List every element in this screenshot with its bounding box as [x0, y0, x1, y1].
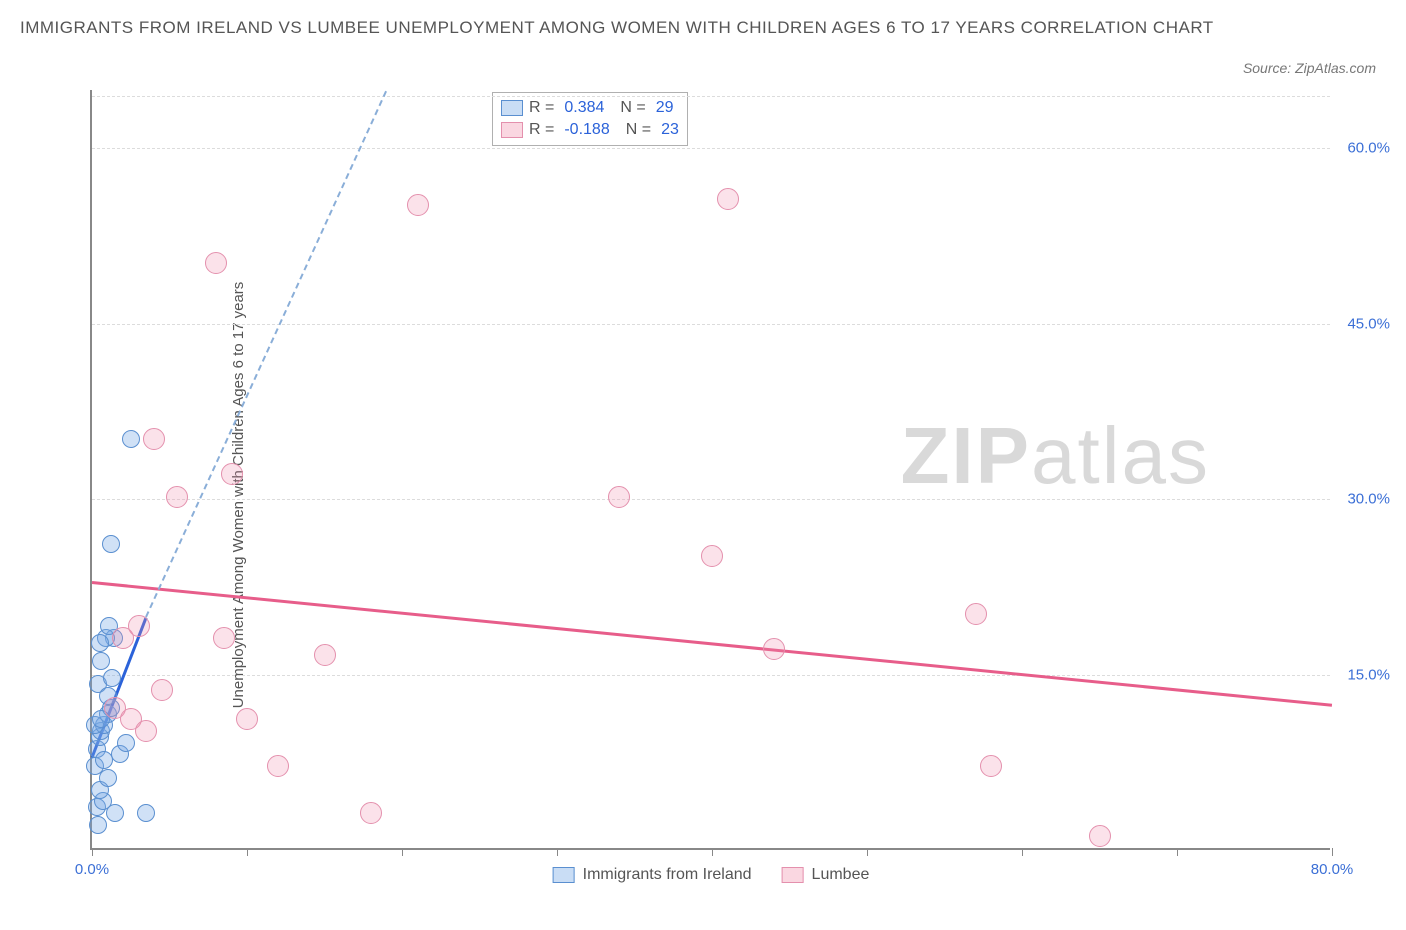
chart-title: IMMIGRANTS FROM IRELAND VS LUMBEE UNEMPL… [20, 18, 1396, 38]
legend-row-pink: R = -0.188 N = 23 [501, 119, 679, 141]
x-tick [1332, 848, 1333, 856]
n-value-pink: 23 [661, 121, 679, 139]
x-tick [712, 848, 713, 856]
watermark: ZIPatlas [901, 410, 1210, 502]
data-point [95, 751, 113, 769]
data-point [980, 755, 1002, 777]
gridline [92, 675, 1330, 676]
trendline [92, 581, 1332, 707]
x-tick [1177, 848, 1178, 856]
x-tick-label: 0.0% [75, 861, 109, 878]
y-tick-label: 15.0% [1347, 666, 1390, 683]
r-value-blue: 0.384 [564, 99, 604, 117]
data-point [205, 252, 227, 274]
data-point [135, 720, 157, 742]
legend-label-blue: Immigrants from Ireland [583, 866, 752, 884]
data-point [166, 486, 188, 508]
data-point [99, 769, 117, 787]
data-point [89, 816, 107, 834]
data-point [106, 804, 124, 822]
gridline [92, 96, 1330, 97]
legend-row-blue: R = 0.384 N = 29 [501, 97, 679, 119]
data-point [103, 669, 121, 687]
gridline [92, 499, 1330, 500]
data-point [137, 804, 155, 822]
data-point [91, 634, 109, 652]
x-tick [92, 848, 93, 856]
data-point [360, 802, 382, 824]
data-point [143, 428, 165, 450]
data-point [965, 603, 987, 625]
swatch-blue-icon [553, 867, 575, 883]
chart-container: Unemployment Among Women with Children A… [50, 90, 1380, 900]
legend-series: Immigrants from Ireland Lumbee [553, 866, 870, 884]
n-label: N = [626, 121, 651, 139]
data-point [407, 194, 429, 216]
plot-area: ZIPatlas R = 0.384 N = 29 R = -0.188 N =… [90, 90, 1330, 850]
r-value-pink: -0.188 [564, 121, 609, 139]
y-tick-label: 60.0% [1347, 140, 1390, 157]
swatch-pink-icon [501, 122, 523, 138]
legend-item-pink: Lumbee [782, 866, 870, 884]
legend-item-blue: Immigrants from Ireland [553, 866, 752, 884]
data-point [92, 652, 110, 670]
swatch-pink-icon [782, 867, 804, 883]
swatch-blue-icon [501, 100, 523, 116]
source-attribution: Source: ZipAtlas.com [1243, 60, 1376, 76]
data-point [236, 708, 258, 730]
data-point [267, 755, 289, 777]
data-point [763, 638, 785, 660]
data-point [213, 627, 235, 649]
legend-stats: R = 0.384 N = 29 R = -0.188 N = 23 [492, 92, 688, 146]
x-tick [557, 848, 558, 856]
data-point [117, 734, 135, 752]
legend-label-pink: Lumbee [812, 866, 870, 884]
y-tick-label: 30.0% [1347, 491, 1390, 508]
data-point [122, 430, 140, 448]
data-point [151, 679, 173, 701]
data-point [314, 644, 336, 666]
r-label: R = [529, 121, 554, 139]
data-point [701, 545, 723, 567]
trendline [145, 91, 387, 618]
x-tick [402, 848, 403, 856]
x-tick [247, 848, 248, 856]
data-point [608, 486, 630, 508]
x-tick [867, 848, 868, 856]
data-point [1089, 825, 1111, 847]
r-label: R = [529, 99, 554, 117]
x-tick [1022, 848, 1023, 856]
n-label: N = [620, 99, 645, 117]
n-value-blue: 29 [656, 99, 674, 117]
data-point [221, 463, 243, 485]
watermark-light: atlas [1031, 411, 1210, 500]
watermark-bold: ZIP [901, 411, 1031, 500]
gridline [92, 148, 1330, 149]
y-tick-label: 45.0% [1347, 315, 1390, 332]
data-point [102, 535, 120, 553]
data-point [717, 188, 739, 210]
data-point [128, 615, 150, 637]
x-tick-label: 80.0% [1311, 861, 1354, 878]
